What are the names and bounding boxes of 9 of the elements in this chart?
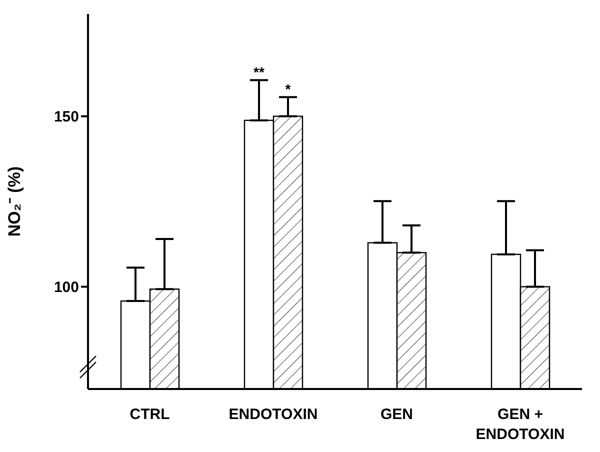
data-label: * (285, 81, 292, 98)
data-label: ** (254, 64, 265, 80)
y-tick-label: 100 (54, 279, 79, 296)
x-tick-label: GEN + ENDOTOXIN (476, 406, 565, 443)
y-tick-label: 150 (54, 108, 79, 126)
x-tick-label: GEN (380, 406, 414, 423)
x-tick-label: CTRL (130, 406, 170, 423)
y-axis-title: NO₂⁻ (%) (5, 166, 24, 237)
x-tick-label: ENDOTOXIN (228, 406, 318, 423)
